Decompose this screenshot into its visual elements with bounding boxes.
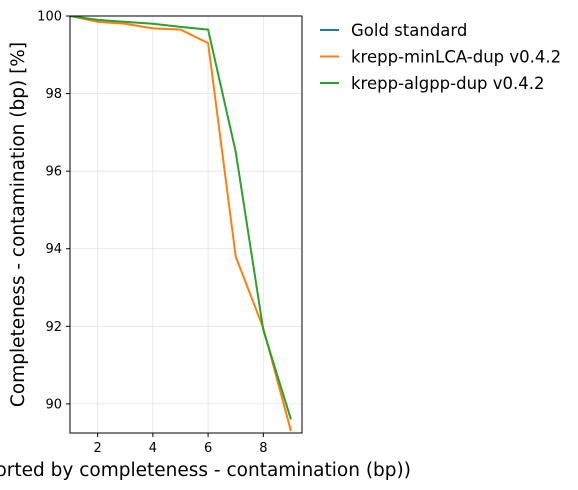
- x-axis-label: n (sorted by completeness - contaminatio…: [0, 460, 411, 481]
- y-tick-label: 100: [37, 10, 62, 25]
- y-axis-label: Completeness - contamination (bp) [%]: [8, 42, 29, 407]
- y-tick-label: 98: [45, 87, 62, 102]
- series-layer: [70, 16, 292, 432]
- y-tick-label: 96: [45, 165, 62, 180]
- x-tick-label: 6: [204, 441, 212, 456]
- y-tick-label: 92: [45, 320, 62, 335]
- legend-label: krepp-algpp-dup v0.4.2: [351, 74, 545, 93]
- series-line-krepp-minlca-dup-v0-4-2: [70, 16, 292, 432]
- x-tick-label: 2: [93, 441, 101, 456]
- y-axis: 90 92 94 96 98 100: [37, 10, 70, 412]
- x-axis: 2 4 6 8: [93, 433, 267, 456]
- legend-label: krepp-minLCA-dup v0.4.2: [351, 48, 561, 67]
- legend-label: Gold standard: [351, 21, 467, 40]
- series-line-krepp-algpp-dup-v0-4-2: [70, 16, 292, 420]
- plot-frame: [69, 15, 303, 434]
- plot-area: [70, 16, 302, 433]
- x-tick-label: 4: [149, 441, 157, 456]
- y-tick-label: 94: [45, 242, 62, 257]
- legend-item-krepp-minlca-dup-v0-4-2: krepp-minLCA-dup v0.4.2: [320, 48, 561, 67]
- legend-item-gold-standard: Gold standard: [320, 21, 467, 40]
- legend: Gold standard krepp-minLCA-dup v0.4.2 krep…: [320, 21, 561, 93]
- y-tick-label: 90: [45, 397, 62, 412]
- x-tick-label: 8: [259, 441, 267, 456]
- legend-item-krepp-algpp-dup-v0-4-2: krepp-algpp-dup v0.4.2: [320, 74, 545, 93]
